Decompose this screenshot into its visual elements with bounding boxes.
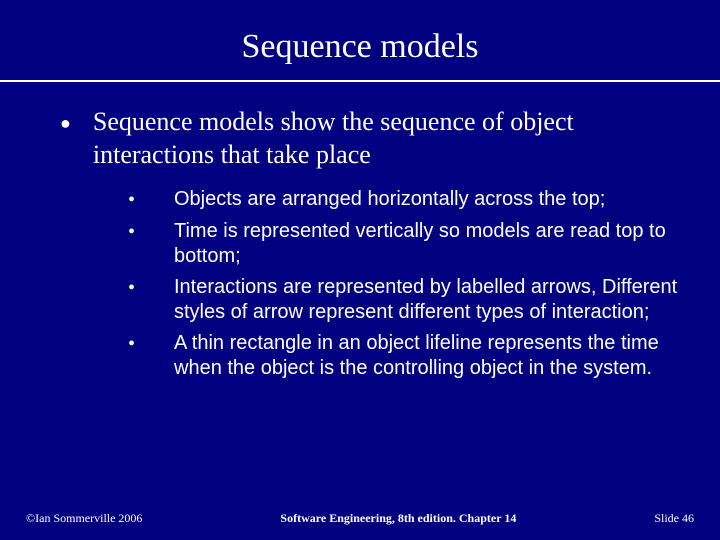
sub-bullet-text: Interactions are represented by labelled…	[174, 275, 680, 325]
slide-footer: ©Ian Sommerville 2006 Software Engineeri…	[0, 511, 720, 526]
footer-slide-number: Slide 46	[654, 511, 694, 526]
main-bullet: ● Sequence models show the sequence of o…	[60, 106, 680, 171]
main-bullet-text: Sequence models show the sequence of obj…	[93, 106, 680, 171]
bullet-icon: •	[128, 219, 174, 245]
sub-bullet-text: Objects are arranged horizontally across…	[174, 187, 605, 212]
sub-bullet: • Time is represented vertically so mode…	[128, 219, 680, 269]
sub-bullet: • A thin rectangle in an object lifeline…	[128, 331, 680, 381]
title-divider	[0, 80, 720, 82]
sub-bullet: • Objects are arranged horizontally acro…	[128, 187, 680, 213]
content-area: ● Sequence models show the sequence of o…	[40, 106, 680, 540]
sub-bullet-text: A thin rectangle in an object lifeline r…	[174, 331, 680, 381]
sub-bullet: • Interactions are represented by labell…	[128, 275, 680, 325]
slide: Sequence models ● Sequence models show t…	[0, 0, 720, 540]
sub-bullet-text: Time is represented vertically so models…	[174, 219, 680, 269]
bullet-icon: •	[128, 275, 174, 301]
bullet-icon: •	[128, 331, 174, 357]
footer-copyright: ©Ian Sommerville 2006	[26, 511, 142, 526]
slide-title: Sequence models	[40, 28, 680, 66]
sub-bullet-list: • Objects are arranged horizontally acro…	[128, 187, 680, 381]
footer-book-title: Software Engineering, 8th edition. Chapt…	[280, 511, 516, 526]
bullet-icon: ●	[60, 108, 71, 138]
bullet-icon: •	[128, 187, 174, 213]
